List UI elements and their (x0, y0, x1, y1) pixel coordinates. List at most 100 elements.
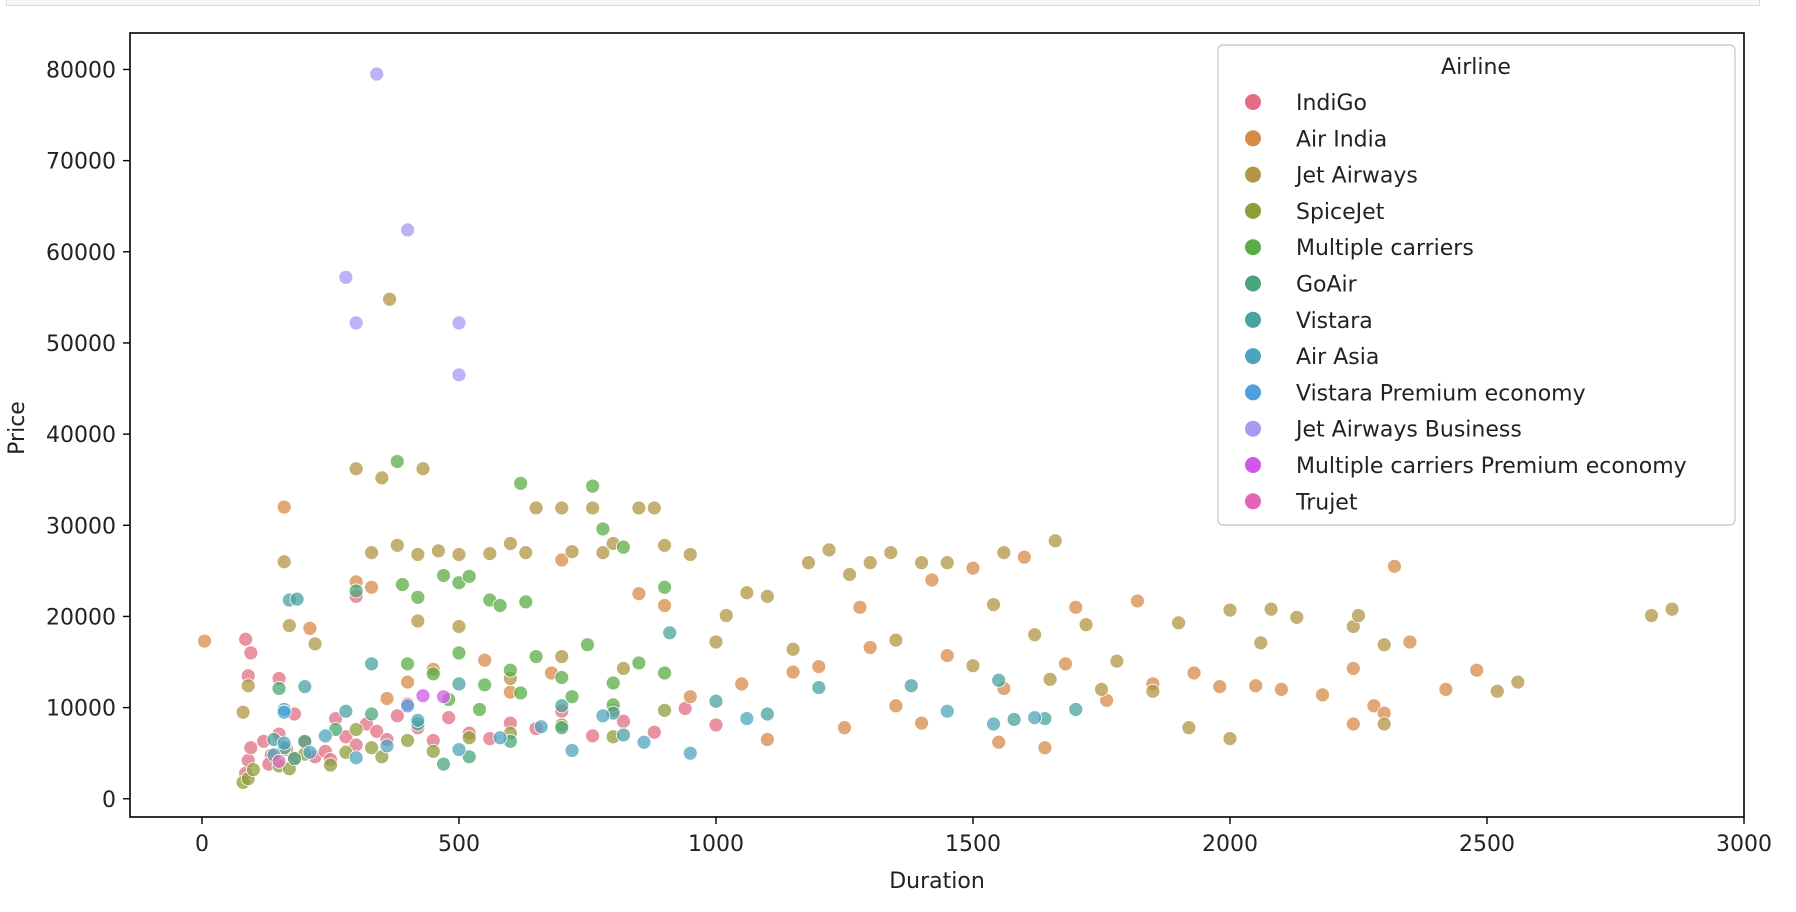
data-point-goair (287, 751, 302, 767)
data-point-jet-airways (1489, 683, 1505, 699)
data-point-jet-airways (1253, 635, 1269, 651)
data-point-jet-airways (235, 704, 251, 720)
data-point-air-india (734, 676, 750, 692)
data-point-spicejet (364, 740, 379, 756)
data-point-jet-airways (374, 470, 390, 486)
data-point-jet-airways (1042, 671, 1058, 687)
data-point-air-asia (595, 708, 611, 724)
x-axis-label: Duration (889, 869, 985, 894)
data-point-air-india (197, 633, 212, 649)
data-point-multiple-carriers (472, 702, 487, 717)
data-point-goair (364, 706, 379, 722)
data-point-air-india (837, 720, 852, 736)
data-point-vistara (708, 693, 724, 709)
legend-label: Vistara (1296, 309, 1373, 334)
data-point-air-india (631, 586, 647, 602)
data-point-jet-airways (382, 291, 397, 307)
data-point-air-asia (1027, 710, 1043, 726)
data-point-multiple-carriers (492, 598, 508, 613)
data-point-multiple-carriers (395, 577, 410, 592)
legend-label: Air India (1296, 127, 1387, 152)
data-point-vistara (338, 703, 354, 719)
data-point-multiple-carriers (554, 670, 570, 685)
data-point-jet-airways (451, 619, 467, 634)
data-point-jet-airways (785, 641, 801, 657)
legend-marker-icon (1245, 130, 1261, 147)
data-point-air-india (1212, 679, 1228, 695)
data-point-jet-airways (364, 545, 379, 561)
data-point-vistara (811, 680, 827, 695)
data-point-multiple-carriers (513, 685, 529, 701)
data-point-air-india (852, 599, 868, 615)
data-point-air-asia (682, 745, 698, 761)
data-point-jet-airways (502, 536, 518, 551)
data-point-jet-airways (528, 500, 544, 516)
data-point-spicejet (323, 757, 338, 773)
x-tick-label: 0 (195, 832, 209, 857)
data-point-jet-airways-business (338, 269, 354, 285)
x-tick-label: 2500 (1459, 832, 1515, 857)
data-point-jet-airways (1644, 608, 1659, 623)
data-point-jet-airways-business (348, 315, 364, 331)
data-point-vistara (759, 706, 775, 722)
data-point-vistara (364, 656, 379, 672)
data-point-air-asia (739, 711, 755, 726)
data-point-air-india (1469, 662, 1485, 678)
data-point-indigo (646, 724, 662, 740)
data-point-air-asia (317, 728, 333, 744)
data-point-jet-airways-business (400, 222, 415, 238)
data-point-air-india (1345, 716, 1361, 732)
data-point-vistara (903, 678, 919, 694)
data-point-air-india (1186, 665, 1202, 681)
data-point-jet-airways (965, 658, 981, 674)
data-point-trujet (271, 753, 287, 769)
data-point-air-india (888, 698, 904, 714)
data-point-air-asia (939, 703, 955, 719)
legend-marker-icon (1245, 202, 1261, 219)
data-point-indigo (585, 728, 601, 744)
data-point-air-india (364, 579, 379, 595)
data-point-jet-airways (1171, 615, 1186, 631)
legend-box (1217, 44, 1736, 526)
data-point-jet-airways (718, 608, 734, 623)
data-point-jet-airways (1078, 617, 1094, 633)
data-point-jet-airways (1376, 716, 1392, 732)
data-point-vistara (1006, 712, 1022, 727)
data-point-jet-airways (1263, 601, 1279, 617)
data-point-jet-airways (1094, 681, 1109, 697)
data-point-indigo (243, 740, 259, 756)
data-point-jet-airways (682, 547, 698, 562)
legend-marker-icon (1245, 384, 1261, 401)
data-point-air-india (1037, 740, 1053, 756)
data-point-multiple-carriers (461, 568, 477, 584)
data-point-air-india (1387, 558, 1402, 574)
data-point-jet-airways-business (451, 315, 467, 331)
y-tick-label: 80000 (46, 58, 116, 83)
data-point-air-india (276, 499, 292, 515)
data-point-jet-airways (1181, 720, 1197, 736)
data-point-air-asia (302, 744, 318, 760)
data-point-jet-airways (585, 500, 601, 516)
data-point-multiple-carriers (580, 637, 595, 653)
data-point-air-asia (492, 730, 508, 746)
legend-label: GoAir (1296, 273, 1358, 298)
data-point-air-india (1016, 549, 1032, 565)
y-tick-label: 10000 (46, 697, 116, 722)
data-point-multiple-carriers (585, 478, 601, 494)
data-point-jet-airways (1351, 608, 1366, 623)
data-point-jet-airways (1109, 653, 1125, 669)
data-point-jet-airways (1664, 601, 1680, 617)
data-point-goair (348, 583, 364, 599)
data-point-jet-airways (996, 545, 1012, 561)
data-point-jet-airways (389, 537, 405, 553)
y-tick-label: 20000 (46, 605, 116, 630)
data-point-multiple-carriers (631, 655, 647, 671)
legend-marker-icon (1245, 420, 1261, 437)
legend-label: Trujet (1295, 490, 1358, 515)
data-point-jet-airways (616, 661, 631, 676)
legend-label: IndiGo (1296, 91, 1367, 116)
data-point-air-asia (986, 716, 1001, 732)
data-point-jet-airways (939, 555, 955, 571)
data-point-jet-airways (415, 461, 431, 477)
